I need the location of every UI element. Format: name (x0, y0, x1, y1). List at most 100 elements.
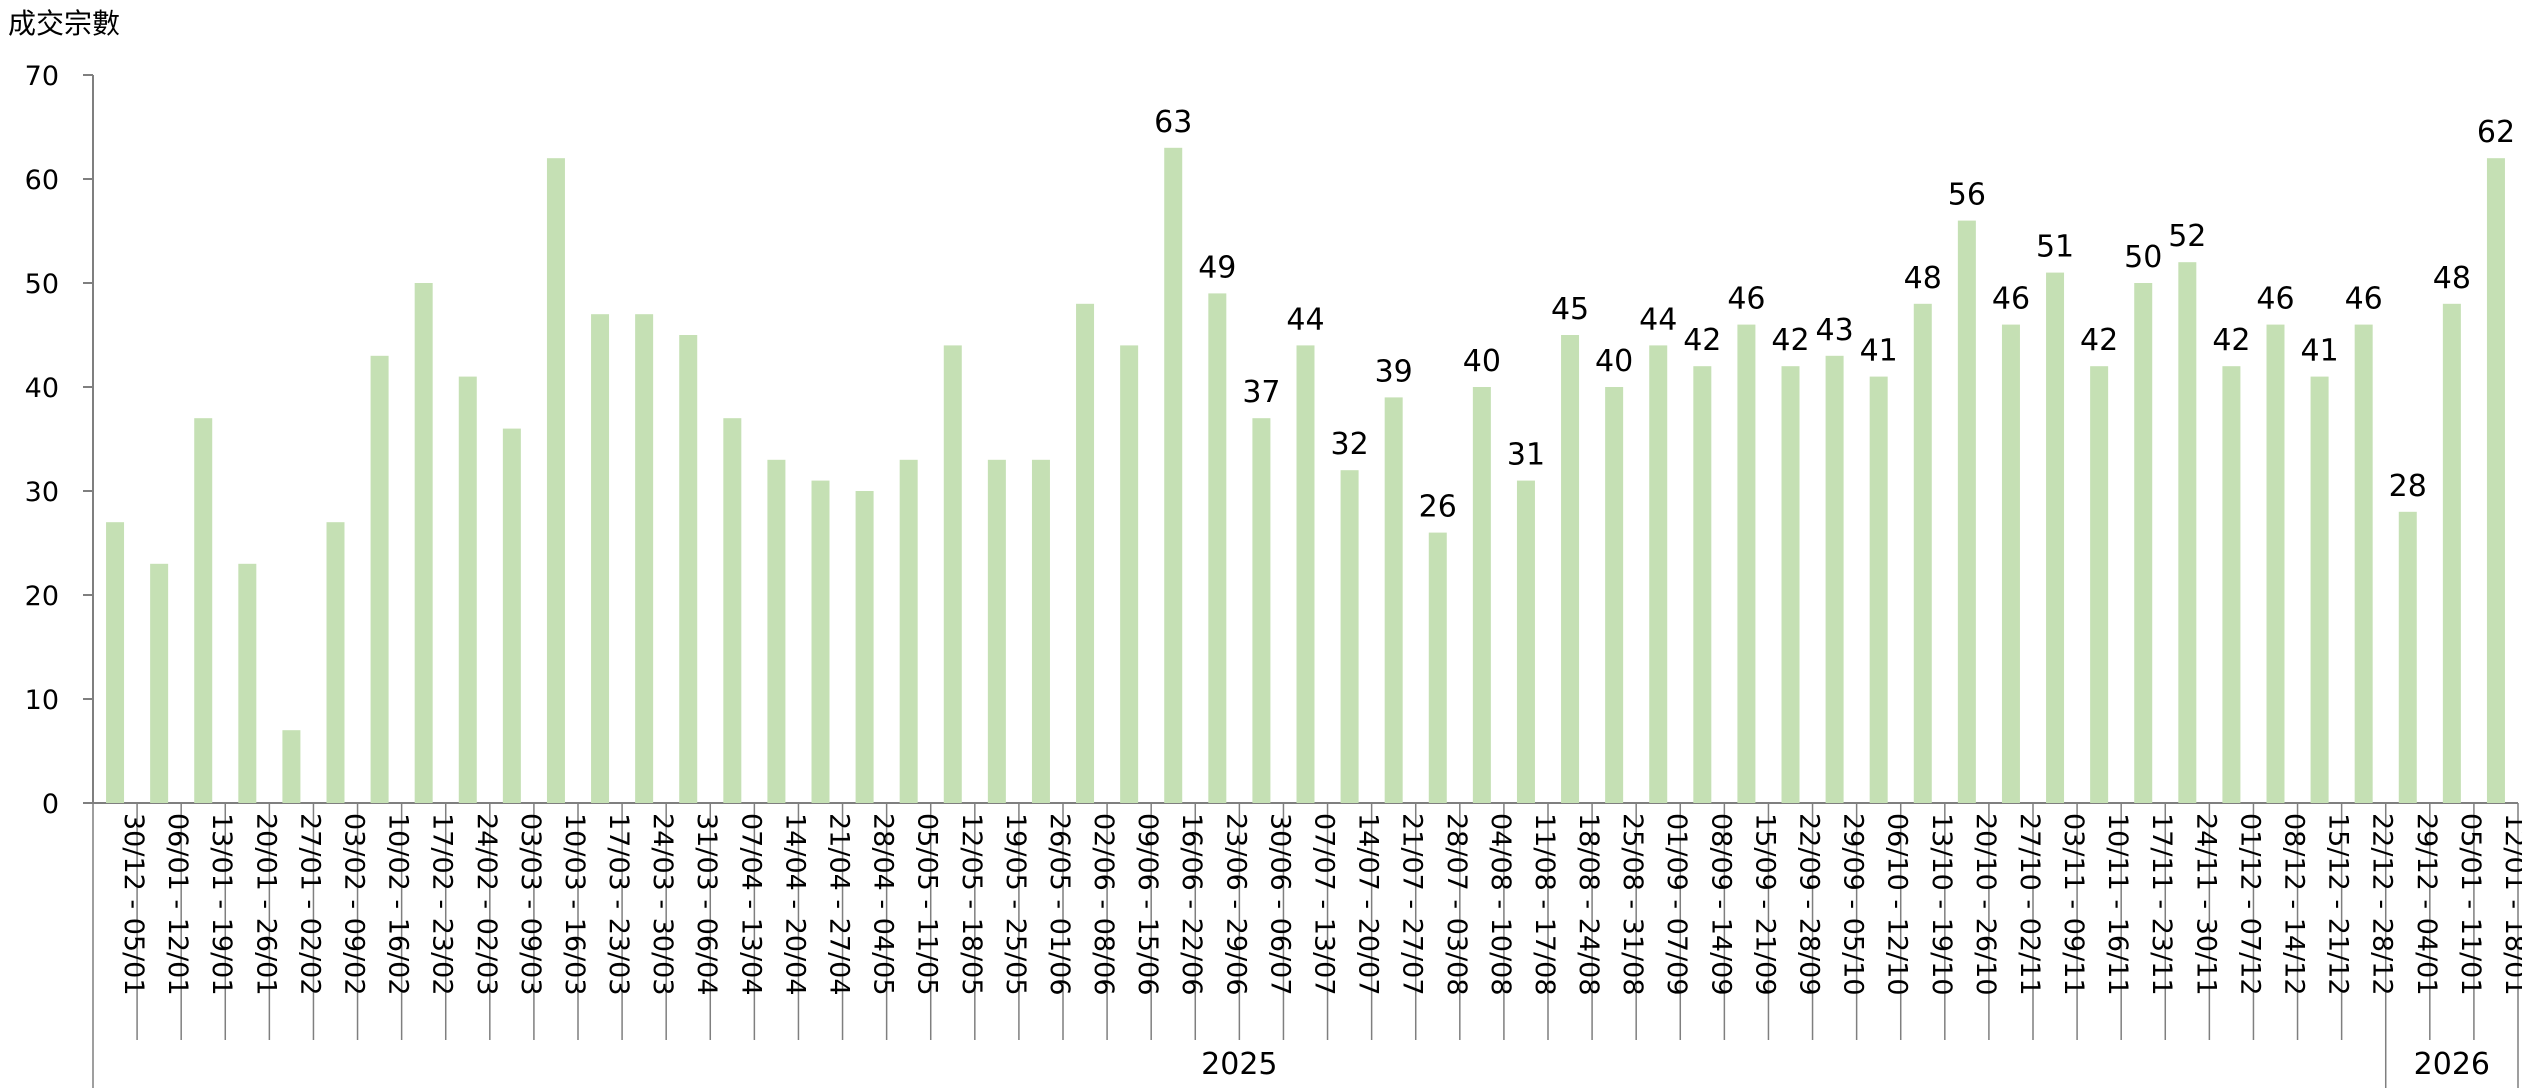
data-label: 45 (1551, 292, 1589, 327)
bar (1869, 376, 1888, 803)
x-tick-label: 21/04 - 27/04 (824, 813, 855, 996)
x-tick-label: 20/01 - 26/01 (250, 813, 281, 996)
x-tick-label: 08/12 - 14/12 (2279, 813, 2310, 996)
data-label: 31 (1507, 438, 1545, 473)
bar (238, 563, 257, 803)
x-tick-label: 27/10 - 02/11 (2014, 813, 2045, 996)
y-tick-label: 10 (25, 685, 59, 716)
bar (1561, 335, 1580, 803)
x-tick-label: 21/07 - 27/07 (1397, 813, 1428, 996)
data-label: 62 (2477, 115, 2515, 150)
x-tick-label: 08/09 - 14/09 (1705, 813, 1736, 996)
bar (855, 491, 874, 803)
bar (811, 480, 830, 803)
x-tick-label: 03/02 - 09/02 (339, 813, 370, 996)
x-tick-label: 28/07 - 03/08 (1441, 813, 1472, 996)
bar (1164, 147, 1183, 804)
bar (414, 283, 433, 803)
bar (1825, 355, 1844, 803)
bar (987, 459, 1006, 803)
data-label: 49 (1198, 250, 1236, 285)
x-tick-label: 01/12 - 07/12 (2234, 813, 2265, 996)
bar (899, 459, 918, 803)
bar (2486, 158, 2505, 803)
bar (1120, 345, 1139, 803)
data-label: 42 (1771, 323, 1809, 358)
data-label: 26 (1419, 490, 1457, 525)
x-tick-label: 03/03 - 09/03 (515, 813, 546, 996)
data-label: 42 (2080, 323, 2118, 358)
x-tick-label: 17/11 - 23/11 (2146, 813, 2177, 996)
data-label: 51 (2036, 230, 2074, 265)
x-tick-label: 30/06 - 06/07 (1264, 813, 1295, 996)
y-tick-label: 50 (25, 269, 59, 300)
x-tick-label: 10/11 - 16/11 (2102, 813, 2133, 996)
y-tick-label: 0 (42, 789, 59, 820)
bar (370, 355, 389, 803)
bars-layer (106, 147, 2505, 804)
data-label: 48 (2433, 261, 2471, 296)
bar (2310, 376, 2329, 803)
bar (2001, 324, 2020, 803)
x-tick-label: 29/12 - 04/01 (2411, 813, 2442, 996)
bar (150, 563, 169, 803)
bar (943, 345, 962, 803)
data-label: 50 (2124, 240, 2162, 275)
x-tick-label: 13/01 - 19/01 (206, 813, 237, 996)
bar (1913, 303, 1932, 803)
x-tick-label: 26/05 - 01/06 (1044, 813, 1075, 996)
data-label: 46 (2256, 282, 2294, 317)
x-tick-label: 09/06 - 15/06 (1132, 813, 1163, 996)
data-label: 42 (1683, 323, 1721, 358)
data-label: 63 (1154, 105, 1192, 140)
x-tick-label: 19/05 - 25/05 (1000, 813, 1031, 996)
bar (1252, 418, 1271, 803)
bar (1781, 366, 1800, 803)
bar (1737, 324, 1756, 803)
data-label: 44 (1639, 302, 1677, 337)
year-label: 2026 (2414, 1047, 2490, 1082)
bar (2134, 283, 2153, 803)
data-label: 46 (2345, 282, 2383, 317)
bar (1693, 366, 1712, 803)
bar (1957, 220, 1976, 804)
bar (1296, 345, 1315, 803)
data-label: 42 (2212, 323, 2250, 358)
x-tick-label: 12/01 - 18/01 (2499, 813, 2522, 996)
x-tick-label: 15/12 - 21/12 (2323, 813, 2354, 996)
x-tick-label: 07/04 - 13/04 (735, 813, 766, 996)
data-label: 37 (1242, 375, 1280, 410)
x-tick-label: 22/12 - 28/12 (2367, 813, 2398, 996)
labels-layer: 0 10 20 30 40 50 60 70 30/12 - 05/01 06/01 - 12/0… (25, 61, 2522, 1082)
bar (282, 730, 301, 803)
bar (2222, 366, 2241, 803)
bar (1031, 459, 1050, 803)
x-tick-label: 27/01 - 02/02 (294, 813, 325, 996)
bar (591, 314, 610, 803)
bar (502, 428, 521, 803)
bar (194, 418, 213, 803)
data-label: 39 (1375, 354, 1413, 389)
bar (1340, 470, 1359, 803)
x-tick-label: 11/08 - 17/08 (1529, 813, 1560, 996)
x-tick-label: 30/12 - 05/01 (118, 813, 149, 996)
x-tick-label: 03/11 - 09/11 (2058, 813, 2089, 996)
x-tick-label: 05/01 - 11/01 (2455, 813, 2486, 996)
data-label: 52 (2168, 219, 2206, 254)
bar (326, 522, 345, 803)
x-tick-label: 06/01 - 12/01 (162, 813, 193, 996)
bar (1428, 532, 1447, 803)
x-tick-label: 18/08 - 24/08 (1573, 813, 1604, 996)
data-label: 43 (1815, 313, 1853, 348)
x-tick-label: 07/07 - 13/07 (1309, 813, 1340, 996)
x-tick-label: 10/03 - 16/03 (559, 813, 590, 996)
x-tick-label: 24/11 - 30/11 (2190, 813, 2221, 996)
x-tick-label: 29/09 - 05/10 (1838, 813, 1869, 996)
data-label: 40 (1595, 344, 1633, 379)
y-tick-label: 60 (25, 165, 59, 196)
bar (2090, 366, 2109, 803)
data-label: 46 (1992, 282, 2030, 317)
bar (1472, 387, 1491, 803)
bar (2354, 324, 2373, 803)
bar (2266, 324, 2285, 803)
